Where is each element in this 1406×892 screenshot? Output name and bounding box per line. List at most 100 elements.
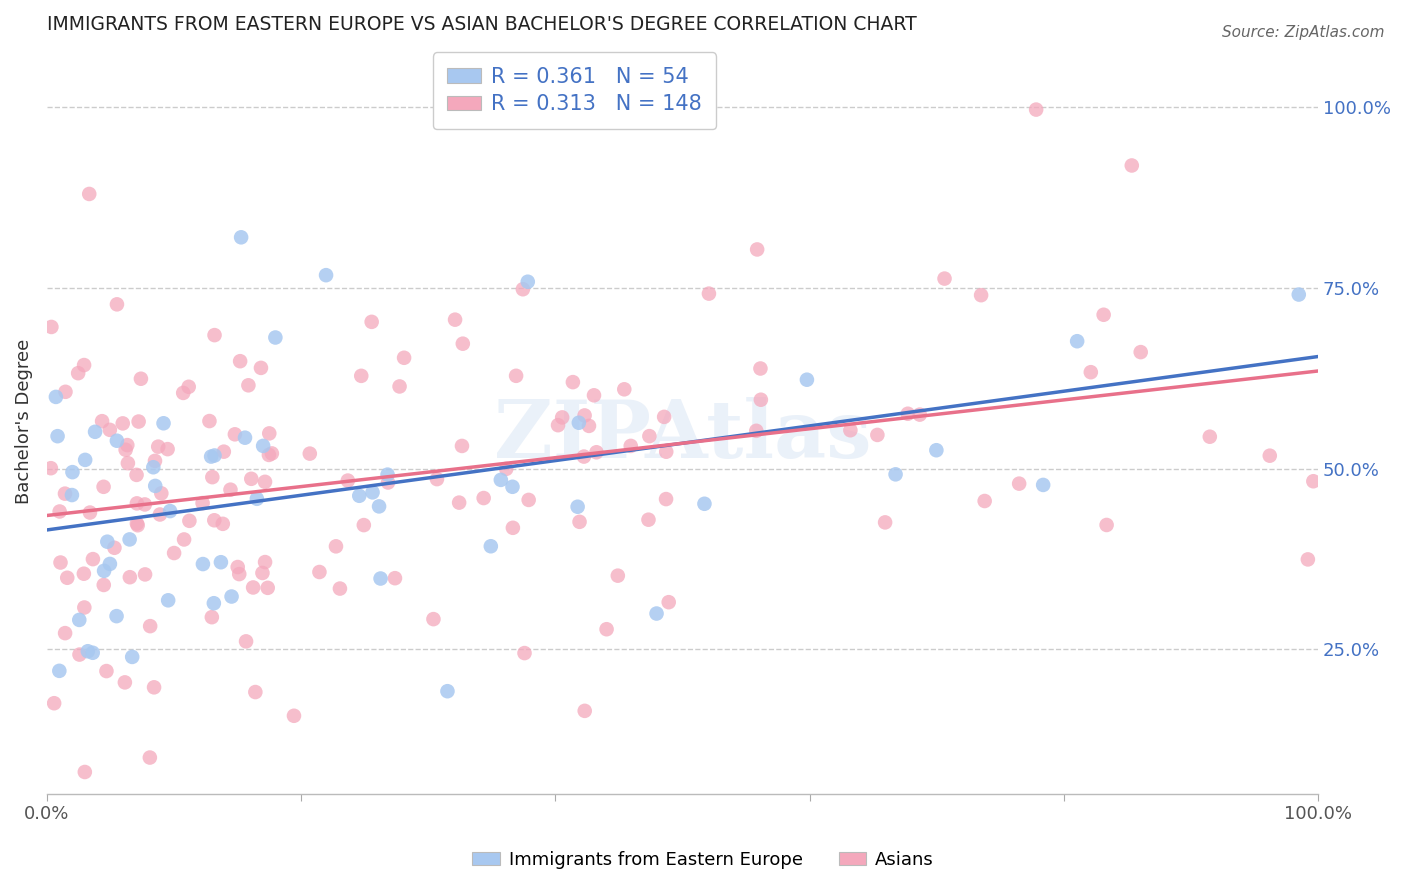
Point — [56, 571, 79, 585]
Point — [252, 566, 274, 580]
Point — [127, 518, 149, 533]
Point — [264, 330, 287, 344]
Point — [73, 358, 96, 372]
Point — [568, 515, 591, 529]
Point — [114, 675, 136, 690]
Point — [884, 467, 907, 482]
Point — [93, 480, 115, 494]
Point — [229, 230, 252, 244]
Point — [149, 508, 172, 522]
Point — [250, 360, 273, 375]
Point — [98, 557, 121, 571]
Point — [1258, 449, 1281, 463]
Point — [73, 566, 96, 581]
Point — [48, 664, 70, 678]
Point — [749, 361, 772, 376]
Point — [655, 444, 678, 458]
Point — [336, 474, 359, 488]
Point — [143, 681, 166, 695]
Point — [240, 472, 263, 486]
Point — [595, 622, 617, 636]
Point — [118, 570, 141, 584]
Point — [46, 429, 69, 443]
Point — [368, 500, 391, 514]
Point — [637, 513, 659, 527]
Point — [495, 462, 517, 476]
Point — [229, 354, 252, 368]
Point — [62, 465, 84, 479]
Point — [202, 513, 225, 527]
Point — [82, 646, 104, 660]
Point — [606, 568, 628, 582]
Point — [697, 286, 720, 301]
Point — [198, 414, 221, 428]
Point — [1198, 430, 1220, 444]
Point — [204, 449, 226, 463]
Point — [1288, 287, 1310, 301]
Point — [53, 626, 76, 640]
Point — [143, 479, 166, 493]
Point — [388, 379, 411, 393]
Point — [172, 385, 194, 400]
Point — [204, 328, 226, 343]
Point — [796, 373, 818, 387]
Point — [125, 496, 148, 510]
Point — [392, 351, 415, 365]
Point — [60, 488, 83, 502]
Point — [652, 409, 675, 424]
Point — [1008, 476, 1031, 491]
Point — [308, 565, 330, 579]
Point — [897, 407, 920, 421]
Point — [551, 410, 574, 425]
Point — [93, 578, 115, 592]
Point — [361, 485, 384, 500]
Point — [163, 546, 186, 560]
Point — [117, 456, 139, 470]
Point — [517, 492, 540, 507]
Point — [103, 541, 125, 555]
Point — [256, 581, 278, 595]
Point — [114, 442, 136, 457]
Point — [547, 418, 569, 433]
Point — [39, 461, 62, 475]
Point — [201, 610, 224, 624]
Point — [505, 368, 527, 383]
Point — [745, 424, 768, 438]
Point — [179, 514, 201, 528]
Point — [82, 552, 104, 566]
Point — [1080, 365, 1102, 379]
Point — [211, 516, 233, 531]
Point — [221, 590, 243, 604]
Point — [76, 644, 98, 658]
Point — [585, 445, 607, 459]
Point — [283, 708, 305, 723]
Point — [157, 593, 180, 607]
Point — [377, 475, 399, 490]
Point — [177, 380, 200, 394]
Point — [191, 557, 214, 571]
Point — [645, 607, 668, 621]
Point — [148, 440, 170, 454]
Point — [582, 388, 605, 402]
Point — [638, 429, 661, 443]
Point — [201, 470, 224, 484]
Point — [44, 696, 66, 710]
Point — [212, 444, 235, 458]
Point — [1032, 478, 1054, 492]
Point — [1302, 475, 1324, 489]
Point — [121, 649, 143, 664]
Point — [73, 764, 96, 779]
Point — [970, 288, 993, 302]
Point — [572, 450, 595, 464]
Point — [245, 685, 267, 699]
Point — [134, 567, 156, 582]
Point — [41, 320, 63, 334]
Point — [75, 453, 97, 467]
Point — [105, 297, 128, 311]
Point — [693, 497, 716, 511]
Point — [224, 427, 246, 442]
Point — [1129, 345, 1152, 359]
Point — [242, 581, 264, 595]
Point — [360, 315, 382, 329]
Point — [384, 571, 406, 585]
